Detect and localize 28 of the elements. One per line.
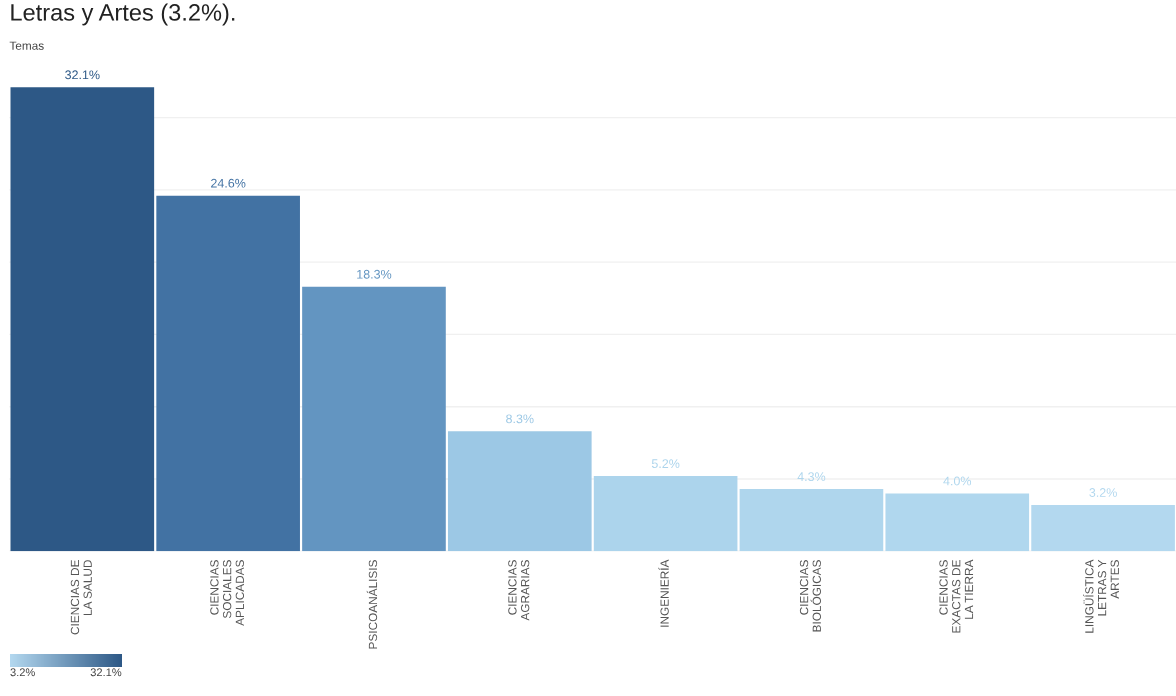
x-tick-label: CIENCIAS AGRARIAS [508,560,530,621]
data-label: 5.2% [651,459,680,469]
x-tick-label: CIENCIAS DE LA SALUD [70,560,92,635]
bar [885,493,1030,552]
text: Letras y Artes (3.2%). [11,3,235,26]
x-tick-label: CIENCIAS SOCIALES APLICADAS [210,560,245,626]
bar [1031,504,1175,552]
data-label: 4.3% [797,472,826,482]
color-bar-label: 32.1% [90,668,122,677]
bar [10,87,155,552]
x-tick-label: INGENIERÍA [658,559,669,627]
x-tick-label: CIENCIAS EXACTAS DE LA TIERRA [939,559,974,633]
bar [593,476,738,552]
x-tick-label: LINGÜÍSTICA LETRAS Y ARTES [1083,559,1119,633]
x-tick-label: CIENCIAS BIOLÓGICAS [799,560,821,632]
data-label: 8.3% [506,414,534,424]
chart-title: Temas [9,41,44,50]
data-label: 32.1% [65,70,100,80]
x-tick-label: PSICOANÁLISIS [366,560,378,649]
data-label: 18.3% [357,269,392,279]
data-label: 24.6% [211,178,246,188]
data-label: 3.2% [1089,488,1117,497]
color-bar-label: 3.2% [10,668,35,677]
bar [302,286,446,552]
bar [156,195,300,552]
bar [447,431,592,552]
data-label: 4.0% [943,476,972,486]
bar [739,489,884,552]
